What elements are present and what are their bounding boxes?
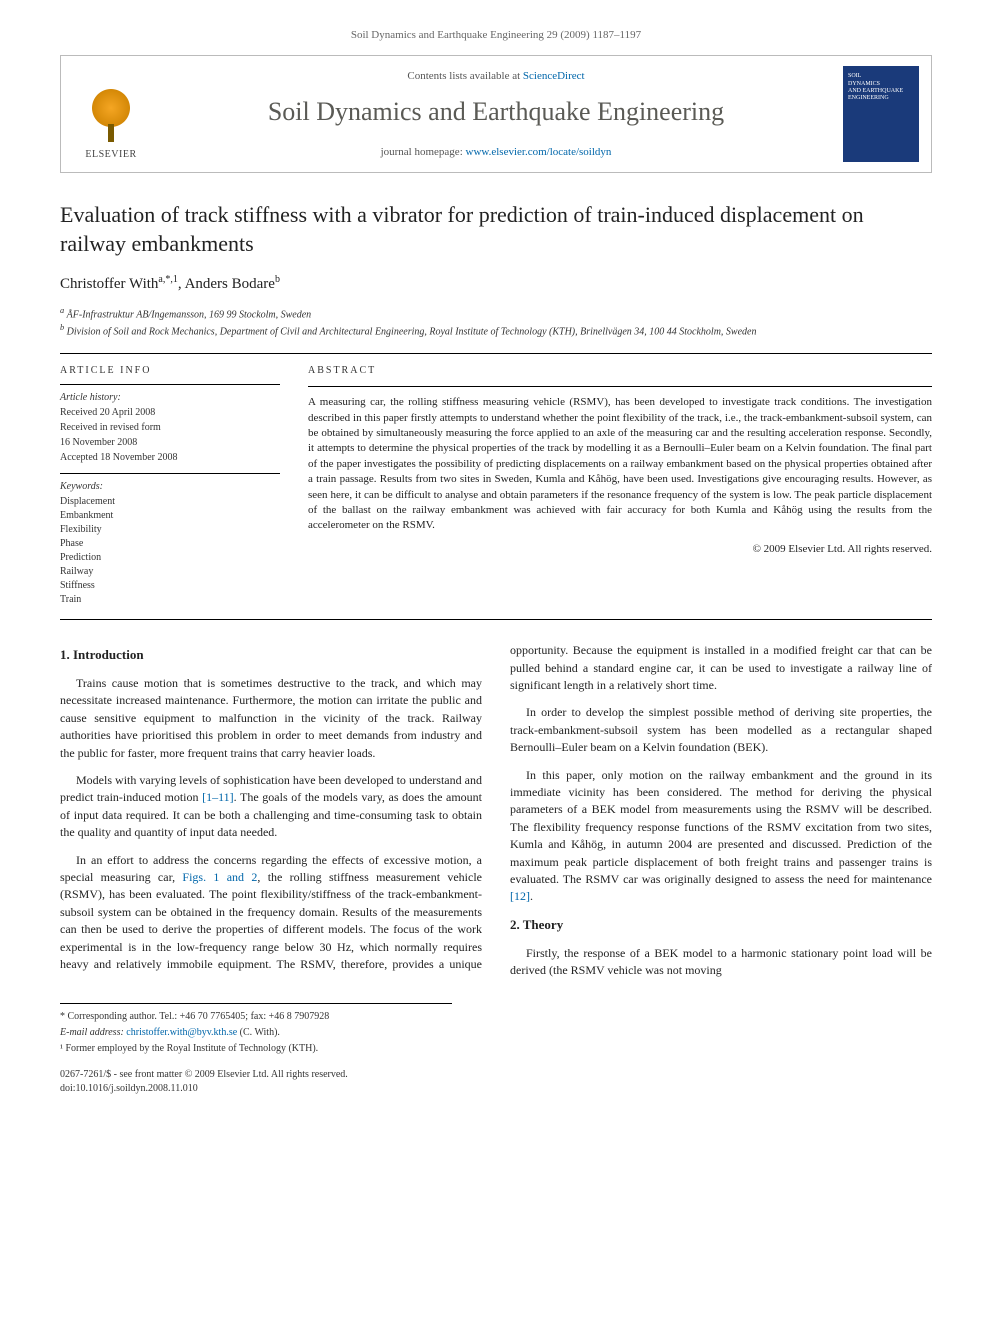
cover-text-3: AND EARTHQUAKE — [848, 88, 914, 95]
abstract-heading: ABSTRACT — [308, 364, 932, 378]
cover-text-4: ENGINEERING — [848, 95, 914, 102]
cover-text-1: SOIL — [848, 73, 914, 80]
keyword: Displacement — [60, 495, 280, 509]
journal-name: Soil Dynamics and Earthquake Engineering — [163, 94, 829, 130]
corresponding-author: * Corresponding author. Tel.: +46 70 776… — [60, 1010, 452, 1024]
affiliations: a ÅF-Infrastruktur AB/Ingemansson, 169 9… — [60, 305, 932, 340]
affiliation-a: a ÅF-Infrastruktur AB/Ingemansson, 169 9… — [60, 305, 932, 322]
article-title: Evaluation of track stiffness with a vib… — [60, 201, 932, 258]
affiliation-a-text: ÅF-Infrastruktur AB/Ingemansson, 169 99 … — [67, 309, 312, 320]
body-columns: 1. Introduction Trains cause motion that… — [60, 642, 932, 981]
footnote-1: ¹ Former employed by the Royal Institute… — [60, 1042, 452, 1056]
keyword: Prediction — [60, 551, 280, 565]
authors: Christoffer Witha,*,1, Anders Bodareb — [60, 273, 932, 295]
homepage-line: journal homepage: www.elsevier.com/locat… — [163, 145, 829, 160]
s2-p1: Firstly, the response of a BEK model to … — [510, 945, 932, 980]
email-label: E-mail address: — [60, 1027, 126, 1038]
s1-p5a: In this paper, only motion on the railwa… — [510, 768, 932, 886]
s1-p5: In this paper, only motion on the railwa… — [510, 767, 932, 906]
article-info: ARTICLE INFO Article history: Received 2… — [60, 364, 280, 607]
section-2-heading: 2. Theory — [510, 916, 932, 935]
sciencedirect-link[interactable]: ScienceDirect — [523, 70, 585, 82]
received: Received 20 April 2008 — [60, 406, 280, 420]
keyword: Stiffness — [60, 579, 280, 593]
contents-prefix: Contents lists available at — [407, 70, 522, 82]
keyword: Phase — [60, 537, 280, 551]
footnotes: * Corresponding author. Tel.: +46 70 776… — [60, 1003, 452, 1056]
revised-l1: Received in revised form — [60, 421, 280, 435]
ref-link-1-11[interactable]: [1–11] — [202, 790, 234, 804]
journal-cover-thumb: SOIL DYNAMICS AND EARTHQUAKE ENGINEERING — [843, 66, 919, 162]
issn-line: 0267-7261/$ - see front matter © 2009 El… — [60, 1068, 932, 1082]
accepted: Accepted 18 November 2008 — [60, 451, 280, 465]
abstract-text: A measuring car, the rolling stiffness m… — [308, 395, 932, 534]
meta-rule-bottom — [60, 619, 932, 620]
keywords-label: Keywords: — [60, 480, 280, 494]
keyword: Flexibility — [60, 523, 280, 537]
author-sep: , — [178, 276, 185, 292]
keywords-list: Displacement Embankment Flexibility Phas… — [60, 495, 280, 607]
email-tail: (C. With). — [237, 1027, 280, 1038]
email-link[interactable]: christoffer.with@byv.kth.se — [126, 1027, 237, 1038]
journal-banner: ELSEVIER Contents lists available at Sci… — [60, 55, 932, 173]
author-1-name: Christoffer With — [60, 276, 158, 292]
publisher-logo-block: ELSEVIER — [73, 66, 149, 162]
email-line: E-mail address: christoffer.with@byv.kth… — [60, 1026, 452, 1040]
article-info-heading: ARTICLE INFO — [60, 364, 280, 378]
fig-link-1-2[interactable]: Figs. 1 and 2 — [182, 870, 257, 884]
affiliation-b-text: Division of Soil and Rock Mechanics, Dep… — [67, 326, 757, 337]
s1-p4: In order to develop the simplest possibl… — [510, 704, 932, 756]
copyright: © 2009 Elsevier Ltd. All rights reserved… — [308, 542, 932, 557]
homepage-link[interactable]: www.elsevier.com/locate/soildyn — [466, 146, 612, 158]
keywords-rule — [60, 473, 280, 474]
homepage-prefix: journal homepage: — [381, 146, 466, 158]
doi-line: doi:10.1016/j.soildyn.2008.11.010 — [60, 1082, 932, 1096]
affiliation-b: b Division of Soil and Rock Mechanics, D… — [60, 322, 932, 339]
abstract-block: ABSTRACT A measuring car, the rolling st… — [308, 364, 932, 607]
revised-l2: 16 November 2008 — [60, 436, 280, 450]
ref-link-12[interactable]: [12] — [510, 889, 530, 903]
s1-p5b: . — [530, 889, 533, 903]
author-2-name: Anders Bodare — [185, 276, 275, 292]
keyword: Railway — [60, 565, 280, 579]
contents-line: Contents lists available at ScienceDirec… — [163, 69, 829, 84]
publisher-label: ELSEVIER — [85, 148, 136, 162]
s1-p2: Models with varying levels of sophistica… — [60, 772, 482, 842]
section-1-heading: 1. Introduction — [60, 646, 482, 665]
keyword: Embankment — [60, 509, 280, 523]
meta-row: ARTICLE INFO Article history: Received 2… — [60, 364, 932, 607]
meta-rule-top — [60, 353, 932, 354]
elsevier-tree-icon — [81, 84, 141, 144]
article-info-rule — [60, 384, 280, 385]
doi-block: 0267-7261/$ - see front matter © 2009 El… — [60, 1068, 932, 1096]
history-label: Article history: — [60, 391, 280, 405]
s1-p1: Trains cause motion that is sometimes de… — [60, 675, 482, 762]
running-header: Soil Dynamics and Earthquake Engineering… — [60, 28, 932, 43]
keyword: Train — [60, 593, 280, 607]
abstract-rule — [308, 386, 932, 387]
author-1-sup: a,*,1 — [158, 274, 177, 285]
banner-center: Contents lists available at ScienceDirec… — [163, 69, 829, 160]
author-2-sup: b — [275, 274, 280, 285]
cover-text-2: DYNAMICS — [848, 81, 914, 88]
